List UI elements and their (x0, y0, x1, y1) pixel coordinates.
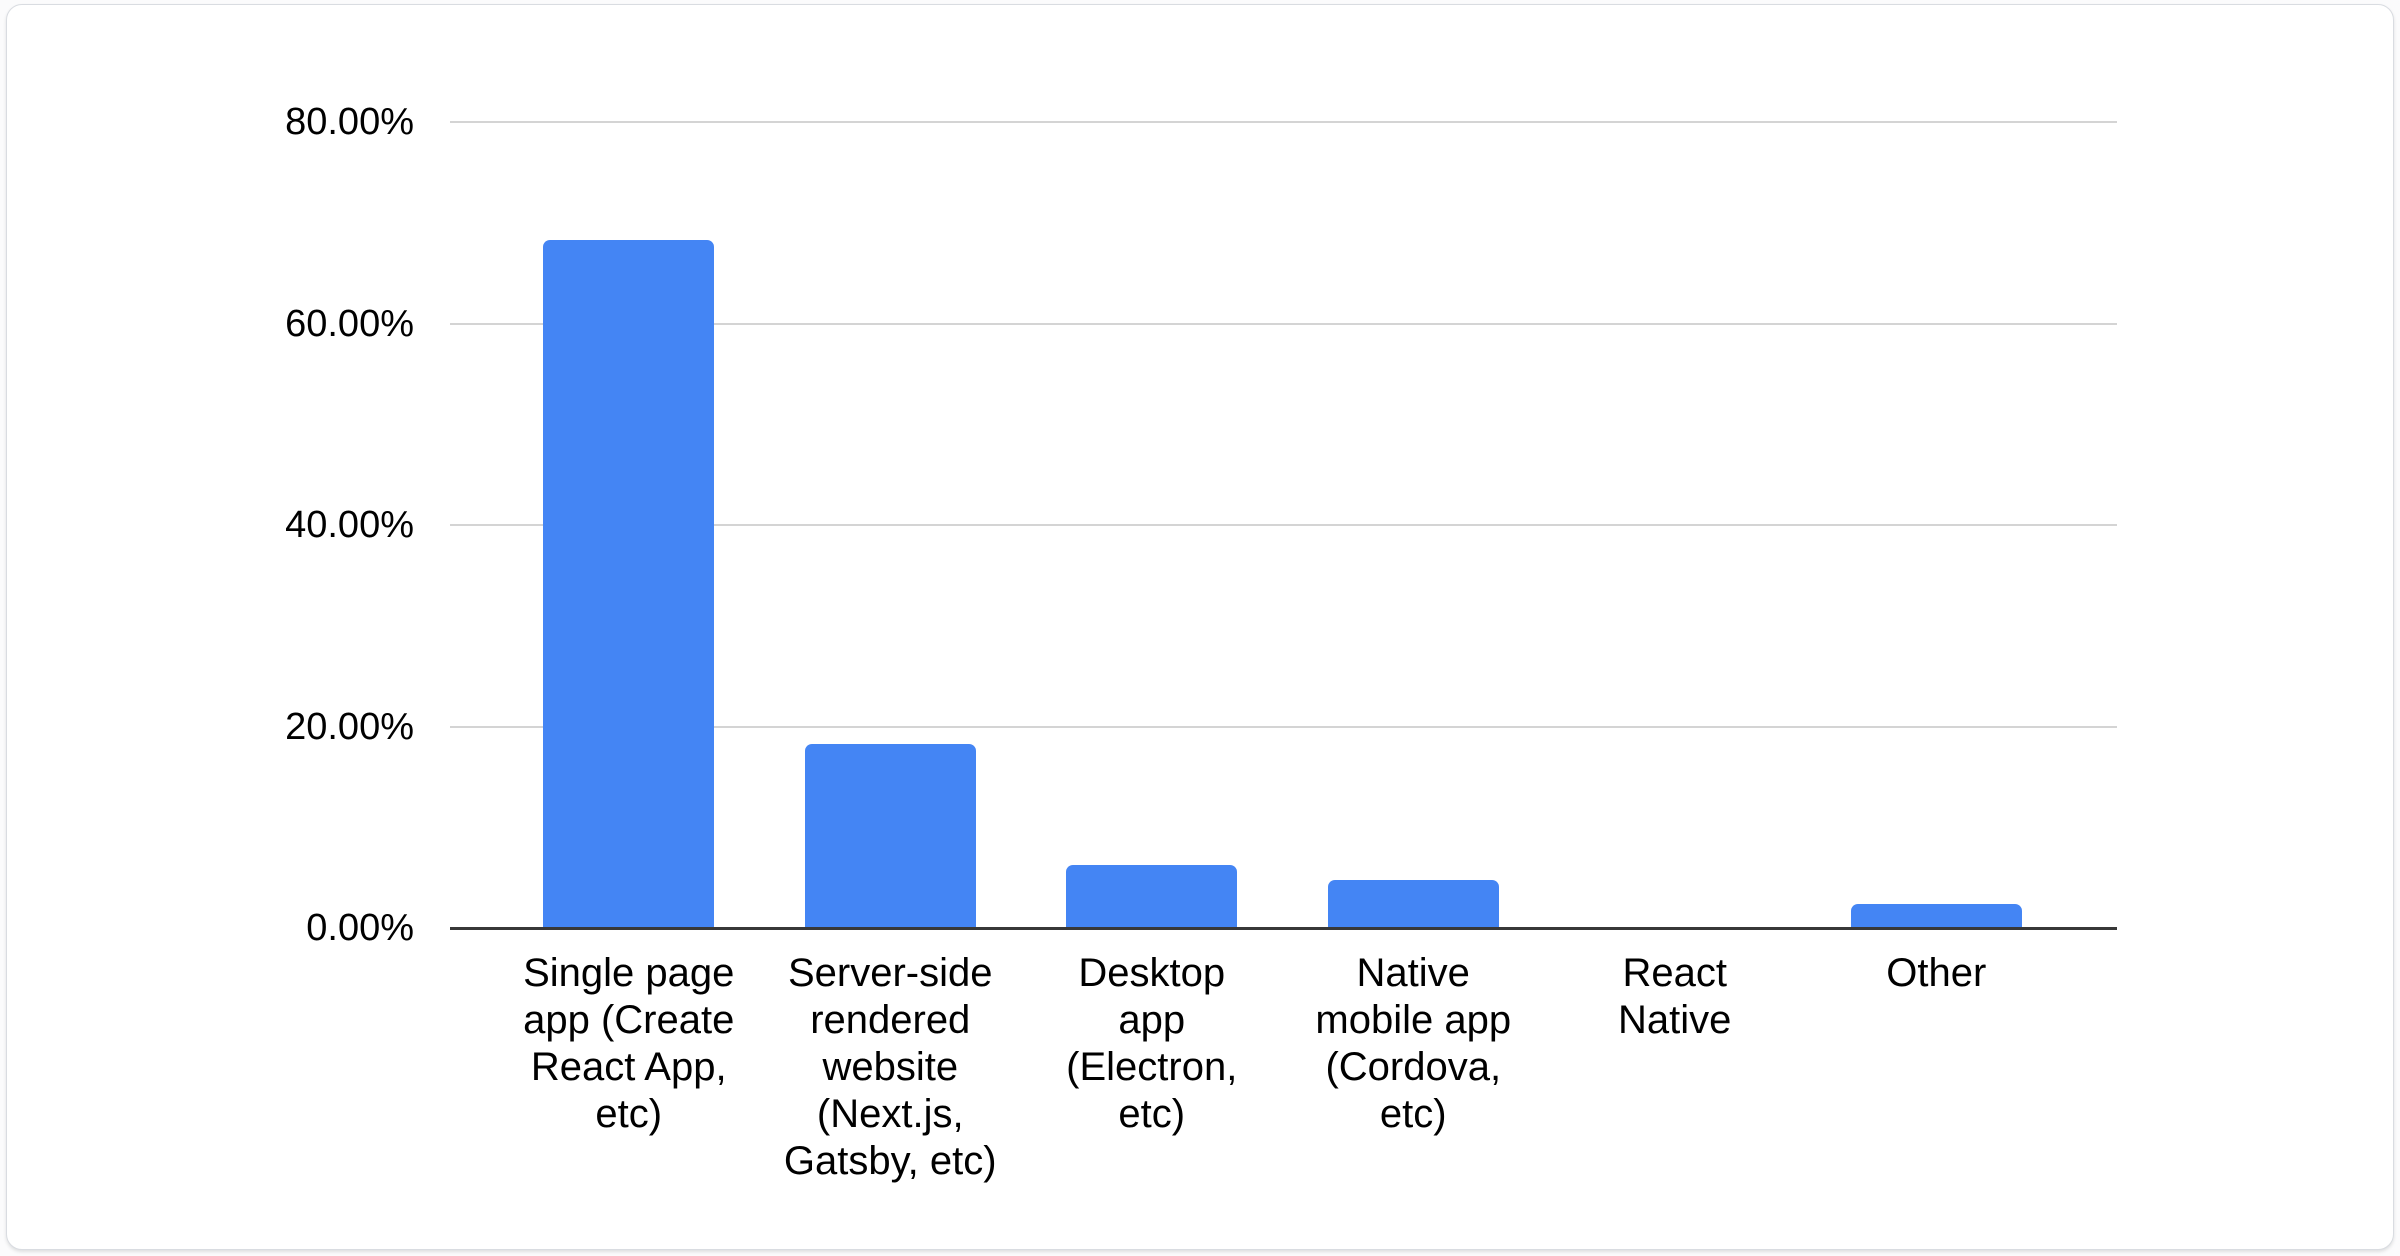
y-axis-tick-label: 60.00% (285, 302, 414, 345)
y-axis-tick-label: 80.00% (285, 101, 414, 143)
y-axis-tick-label: 40.00% (285, 504, 414, 546)
y-axis-tick-label: 20.00% (285, 705, 414, 748)
y-gridline (450, 725, 2117, 728)
x-axis-label: Native mobile app (Cordova, etc) (1315, 951, 1512, 1136)
y-gridline (450, 322, 2117, 325)
y-gridline (450, 524, 2117, 526)
x-axis-label: React Native (1618, 951, 1732, 1042)
x-axis-label: Other (1886, 951, 1987, 995)
bar-chart: 0.00% 20.00% 40.00% 60.00% 80.00% Single page… (7, 5, 2393, 1249)
bar-3 (1327, 879, 1499, 928)
bar-0 (543, 239, 715, 928)
x-axis-label: Single page app (Create React App, etc) (523, 951, 735, 1136)
y-gridline (450, 121, 2117, 123)
bar-2 (1066, 864, 1238, 928)
x-axis-label: Server-side rendered website (Next.js, G… (783, 951, 997, 1183)
bar-5 (1850, 903, 2022, 928)
bar-1 (804, 743, 976, 928)
chart-card: 0.00% 20.00% 40.00% 60.00% 80.00% Single page… (6, 4, 2394, 1250)
y-axis-tick-label: 0.00% (306, 907, 414, 949)
x-axis-label: Desktop app (Electron, etc) (1066, 951, 1238, 1136)
x-axis-baseline (450, 927, 2117, 930)
